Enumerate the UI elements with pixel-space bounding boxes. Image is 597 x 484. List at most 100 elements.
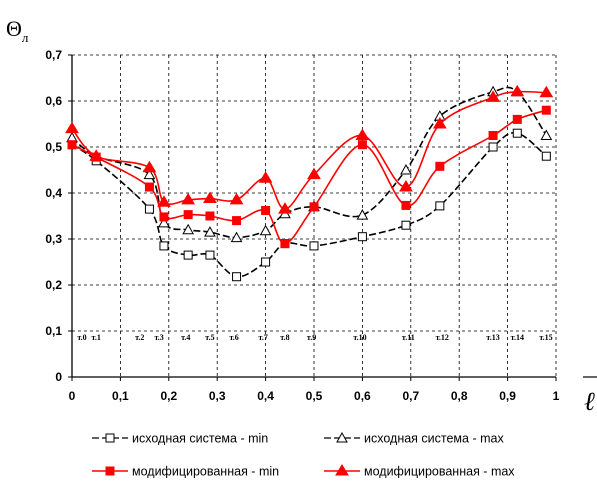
y-tick-label: 0,5 <box>45 140 62 154</box>
data-point <box>230 231 243 243</box>
data-point <box>541 151 551 161</box>
data-point <box>486 90 500 102</box>
data-point <box>541 105 551 115</box>
x-tick-label: 0 <box>69 389 76 403</box>
series-4 <box>65 84 554 214</box>
data-point <box>144 182 154 192</box>
y-tick-label: 0,1 <box>45 324 62 338</box>
data-point <box>307 167 321 180</box>
point-label: т.8 <box>280 333 289 342</box>
series-group <box>65 84 554 282</box>
x-tick-label: 0,2 <box>160 389 177 403</box>
point-label: т.2 <box>135 333 144 342</box>
x-tick-label: 1 <box>553 389 560 403</box>
data-point <box>261 205 271 215</box>
point-label: т.14 <box>511 333 524 342</box>
data-point <box>512 114 522 124</box>
point-label: т.15 <box>539 333 552 342</box>
data-point <box>258 171 273 183</box>
data-point <box>229 192 244 205</box>
data-point <box>357 232 367 242</box>
point-label: т.10 <box>353 333 366 342</box>
data-point <box>159 241 169 251</box>
data-point <box>309 241 319 251</box>
data-point <box>488 131 498 140</box>
x-tick-label: 0,5 <box>306 389 323 403</box>
axes <box>68 54 557 381</box>
data-point <box>335 464 349 476</box>
y-tick-label: 0,3 <box>45 232 62 246</box>
x-tick-label: 0,6 <box>354 389 371 403</box>
series-2 <box>66 85 553 243</box>
legend-label: модифицированная - max <box>364 465 515 479</box>
data-point <box>143 168 156 180</box>
x-tick-label: 0,7 <box>402 389 419 403</box>
data-point <box>401 220 411 230</box>
data-point <box>205 250 215 260</box>
data-point <box>280 239 290 249</box>
y-tick-label: 0,7 <box>45 48 62 62</box>
data-point <box>105 433 115 443</box>
series-3 <box>67 105 551 249</box>
data-point <box>435 161 445 171</box>
data-point <box>205 211 215 221</box>
legend-item: исходная система - min <box>92 432 268 446</box>
legend: исходная система - min исходная система -… <box>92 432 515 479</box>
data-point <box>357 140 367 150</box>
point-label: т.1 <box>92 333 101 342</box>
point-label: т.6 <box>229 333 238 342</box>
point-label: т.3 <box>154 333 163 342</box>
data-point <box>336 431 348 443</box>
data-point <box>89 149 104 161</box>
point-label: т.11 <box>402 333 415 342</box>
data-point <box>355 128 370 140</box>
y-tick-label: 0,2 <box>45 278 62 292</box>
data-point <box>400 163 412 175</box>
data-point <box>435 201 445 211</box>
data-point <box>67 140 77 150</box>
data-point <box>488 142 498 152</box>
series-line <box>71 109 547 245</box>
legend-item: модифицированная - min <box>92 465 279 479</box>
data-point <box>142 160 157 173</box>
tick-labels: 0 0,1 0,2 0,3 0,4 0,5 0,6 0,7 0,8 0,9 1 0 0,1 0,2 0,3 0… <box>45 48 559 403</box>
data-point <box>158 216 170 228</box>
data-point <box>232 216 242 226</box>
data-point <box>203 191 217 204</box>
data-point <box>105 466 115 476</box>
data-point <box>183 210 193 220</box>
point-label: т.0 <box>77 333 86 342</box>
point-label: т.5 <box>205 333 214 342</box>
point-labels: т.0 т.1 т.2 т.3 т.4 т.5 т.6 т.7 т.8 т.9 т.10 т.11 т.… <box>77 333 552 342</box>
point-label: т.12 <box>436 333 449 342</box>
data-point <box>159 212 169 222</box>
data-point <box>204 226 216 237</box>
series-line <box>71 86 547 239</box>
series-line <box>71 90 547 210</box>
y-tick-label: 0,4 <box>45 186 62 200</box>
data-point <box>510 84 525 97</box>
data-point <box>309 202 319 212</box>
y-axis-label: Θл <box>6 16 29 45</box>
data-point <box>157 195 171 207</box>
x-tick-label: 0,1 <box>112 389 129 403</box>
data-point <box>432 117 447 129</box>
x-tick-label: 0,3 <box>209 389 226 403</box>
data-point <box>512 128 522 138</box>
x-axis-label: ℓ <box>583 376 597 416</box>
data-point <box>144 204 154 214</box>
data-point <box>399 180 413 192</box>
data-point <box>182 223 195 235</box>
data-point <box>356 209 369 220</box>
x-tick-label: 0,4 <box>257 389 274 403</box>
x-tick-label: 0,9 <box>499 389 516 403</box>
data-point <box>539 85 554 98</box>
point-label: т.4 <box>181 333 190 342</box>
data-point <box>261 257 271 267</box>
point-label: т.9 <box>307 333 316 342</box>
data-point <box>540 129 553 140</box>
svg-text:ℓ: ℓ <box>584 387 595 416</box>
data-point <box>65 121 79 134</box>
data-point <box>181 192 196 205</box>
series-1 <box>67 128 551 282</box>
